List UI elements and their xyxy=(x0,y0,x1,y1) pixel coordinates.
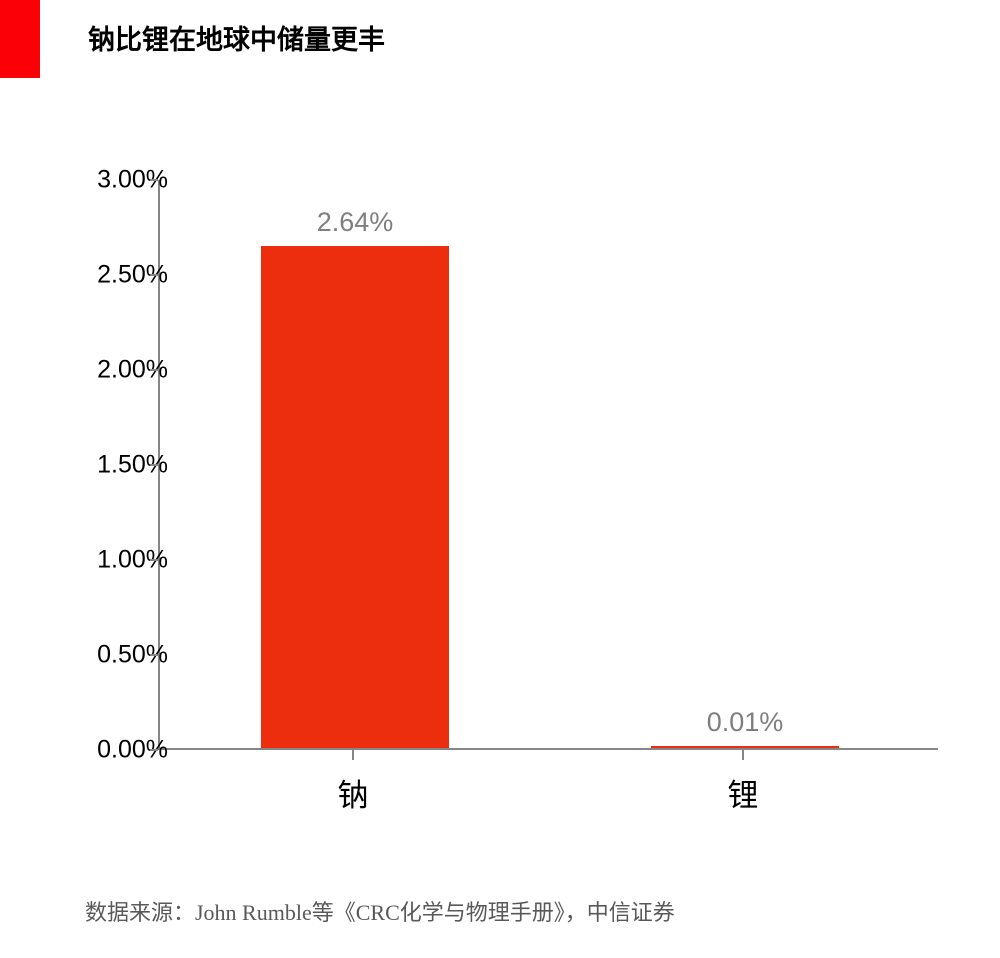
accent-bar xyxy=(0,0,40,78)
x-tick-mark xyxy=(352,750,354,760)
y-tick-mark xyxy=(150,654,158,656)
chart-title: 钠比锂在地球中储量更丰 xyxy=(88,18,385,57)
y-tick-mark xyxy=(150,749,158,751)
x-axis-label: 锂 xyxy=(728,770,759,815)
y-tick-mark xyxy=(150,369,158,371)
y-tick-mark xyxy=(150,274,158,276)
x-axis-label: 钠 xyxy=(338,770,369,815)
plot-area: 2.64% 0.01% xyxy=(158,180,938,750)
y-tick-mark xyxy=(150,559,158,561)
bar-value-label: 0.01% xyxy=(707,707,784,738)
y-tick-mark xyxy=(150,464,158,466)
bar xyxy=(651,746,838,748)
bar-value-label: 2.64% xyxy=(317,207,394,238)
header: 钠比锂在地球中储量更丰 xyxy=(0,0,1000,78)
bar-chart: 2.64%0.01% 0.00%0.50%1.00%1.50%2.00%2.50… xyxy=(58,180,958,860)
bar xyxy=(261,246,448,748)
data-source: 数据来源：John Rumble等《CRC化学与物理手册》，中信证券 xyxy=(85,895,675,927)
x-tick-mark xyxy=(742,750,744,760)
y-tick-mark xyxy=(150,179,158,181)
